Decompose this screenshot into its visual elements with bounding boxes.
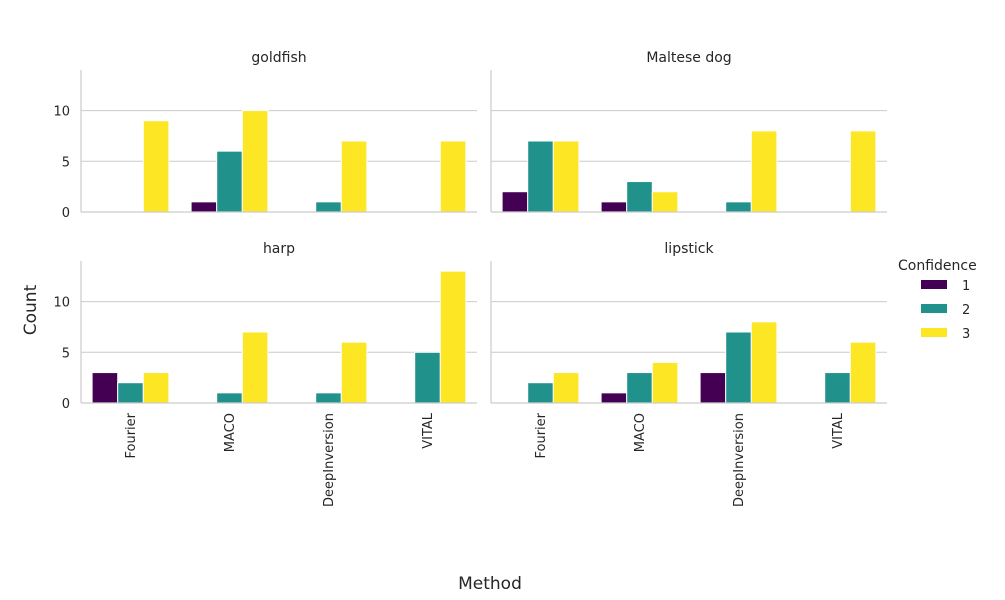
x-axis-label: Method — [458, 574, 522, 594]
legend-swatch-3 — [921, 328, 947, 337]
bar-lipstick-maco-conf1 — [600, 392, 628, 404]
y-tick-label: 5 — [62, 346, 70, 361]
bar-harp-fourier-conf2 — [117, 382, 144, 404]
bar-goldfish-maco-conf2 — [216, 150, 243, 213]
x-tick-label-maco: MACO — [223, 413, 238, 452]
y-tick-label: 0 — [62, 397, 70, 412]
facet-harp: harp 0 5 10 Fourier MACO DeepInversion VITAL — [53, 241, 477, 507]
facet-title: lipstick — [664, 241, 714, 257]
x-tick-label-deepinversion: DeepInversion — [732, 413, 747, 507]
x-tick-label-fourier: Fourier — [124, 412, 139, 458]
bar-harp-maco-conf2 — [216, 392, 243, 404]
facet-goldfish: goldfish 0 5 10 — [53, 50, 477, 221]
legend-swatch-1 — [921, 280, 947, 289]
bar-maltese-dog-vital-conf3 — [849, 130, 877, 213]
y-tick-label: 5 — [62, 155, 70, 170]
facet-maltese-dog: Maltese dog — [490, 50, 887, 213]
bar-goldfish-vital-conf3 — [439, 140, 467, 213]
bar-lipstick-vital-conf2 — [824, 372, 851, 404]
bar-maltese-dog-maco-conf1 — [600, 201, 628, 213]
bar-goldfish-maco-conf3 — [241, 110, 269, 213]
y-tick-label: 10 — [53, 105, 70, 120]
x-tick-label-maco: MACO — [633, 413, 648, 452]
legend: Confidence 1 2 3 — [898, 258, 977, 342]
bar-harp-deepinversion-conf3 — [340, 341, 368, 404]
x-tick-label-fourier: Fourier — [534, 412, 549, 458]
bar-lipstick-deepinversion-conf3 — [750, 321, 778, 404]
bar-harp-fourier-conf1 — [91, 372, 119, 404]
y-tick-label: 10 — [53, 296, 70, 311]
x-tick-label-vital: VITAL — [421, 412, 436, 449]
bar-goldfish-maco-conf1 — [190, 201, 218, 213]
legend-title: Confidence — [898, 258, 977, 274]
x-tick-label-deepinversion: DeepInversion — [322, 413, 337, 507]
bar-harp-vital-conf3 — [439, 270, 467, 404]
bar-lipstick-maco-conf2 — [626, 372, 653, 404]
legend-label-1: 1 — [962, 279, 970, 294]
bar-harp-maco-conf3 — [241, 331, 269, 404]
bar-maltese-dog-fourier-conf3 — [552, 140, 580, 213]
x-tick-label-vital: VITAL — [831, 412, 846, 449]
bar-maltese-dog-deepinversion-conf2 — [725, 201, 752, 213]
facet-title: goldfish — [251, 50, 306, 66]
bar-goldfish-deepinversion-conf3 — [340, 140, 368, 213]
facet-title: harp — [263, 241, 295, 257]
bar-goldfish-deepinversion-conf2 — [315, 201, 342, 213]
bar-maltese-dog-fourier-conf2 — [527, 140, 554, 213]
bar-maltese-dog-maco-conf3 — [651, 191, 679, 213]
bar-lipstick-vital-conf3 — [849, 341, 877, 404]
bar-maltese-dog-deepinversion-conf3 — [750, 130, 778, 213]
legend-label-2: 2 — [962, 303, 970, 318]
bar-lipstick-fourier-conf3 — [552, 372, 580, 404]
bar-maltese-dog-fourier-conf1 — [501, 191, 529, 213]
facets-layer: goldfish 0 5 10 Maltese dog harp 0 5 10 Fourier MA… — [53, 50, 887, 507]
y-axis-label: Count — [21, 284, 41, 335]
y-tick-label: 0 — [62, 206, 70, 221]
bar-maltese-dog-maco-conf2 — [626, 181, 653, 213]
bar-lipstick-maco-conf3 — [651, 361, 679, 404]
bar-lipstick-deepinversion-conf1 — [699, 372, 727, 404]
bar-goldfish-fourier-conf3 — [142, 120, 170, 213]
facet-title: Maltese dog — [646, 50, 731, 66]
bar-lipstick-deepinversion-conf2 — [725, 331, 752, 404]
bar-harp-deepinversion-conf2 — [315, 392, 342, 404]
facet-lipstick: lipstick Fourier MACO DeepInversion VITAL — [490, 241, 887, 507]
legend-swatch-2 — [921, 304, 947, 313]
bar-lipstick-fourier-conf2 — [527, 382, 554, 404]
bar-harp-vital-conf2 — [414, 351, 441, 404]
bar-harp-fourier-conf3 — [142, 372, 170, 404]
legend-label-3: 3 — [962, 327, 970, 342]
